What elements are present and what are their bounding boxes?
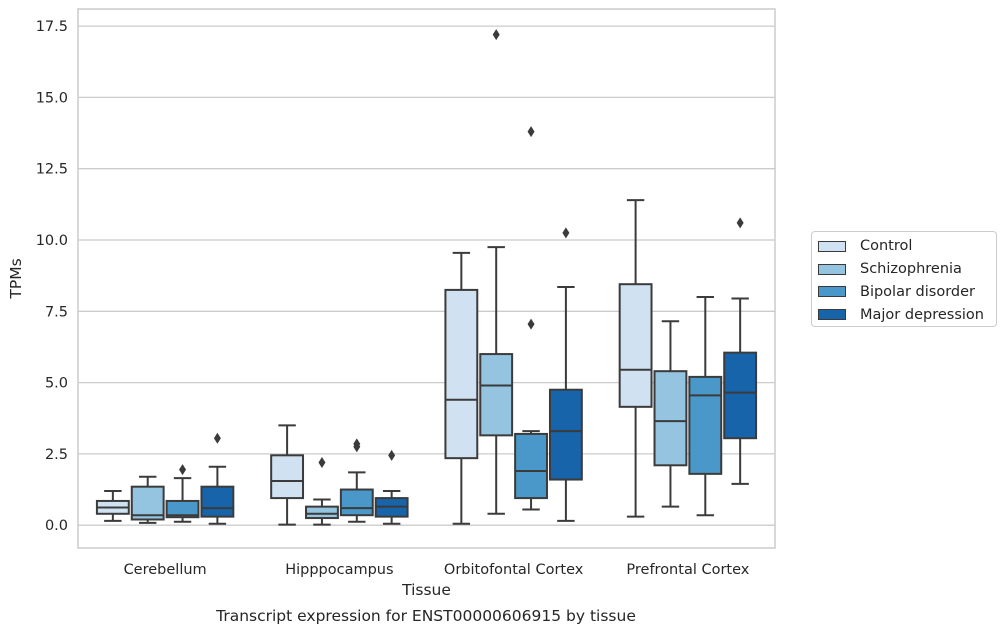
legend-label-schizophrenia: Schizophrenia [860, 261, 962, 278]
legend-item-schizophrenia: Schizophrenia [818, 258, 996, 281]
legend-swatch-major-depression [818, 309, 846, 321]
legend-label-major-depression: Major depression [860, 306, 984, 323]
box-major-depression [374, 449, 409, 525]
y-tick-label: 2.5 [45, 447, 68, 463]
x-tick-label: Prefrontal Cortex [626, 562, 749, 578]
y-tick-label: 0.0 [45, 518, 68, 534]
box-bipolar-disorder [165, 464, 200, 523]
y-gridlines [78, 25, 775, 526]
box-schizophrenia [479, 29, 514, 515]
x-tick-labels: Cerebellum Hipppocampus Orbitofontal Corte… [124, 562, 750, 578]
box-iqr [723, 351, 758, 440]
legend-swatch-schizophrenia [818, 263, 846, 275]
box-iqr [200, 485, 235, 518]
figure-caption: Transcript expression for ENST0000060691… [216, 607, 636, 625]
box-bipolar-disorder [514, 126, 548, 511]
box-bipolar-disorder [688, 296, 723, 517]
outlier-point [736, 217, 744, 229]
legend-item-control: Control [818, 235, 996, 258]
y-tick-label: 17.5 [36, 19, 68, 35]
box-major-depression [723, 217, 758, 485]
x-axis-title: Tissue [401, 581, 451, 599]
outlier-point [562, 227, 570, 239]
outlier-point [492, 29, 500, 41]
x-tick-label: Cerebellum [124, 562, 207, 578]
legend-item-major-depression: Major depression [818, 303, 996, 326]
outlier-point [388, 449, 396, 461]
box-bipolar-disorder [339, 438, 374, 523]
boxplot-boxes [95, 29, 758, 526]
y-tick-label: 15.0 [36, 90, 68, 106]
box-iqr [514, 432, 548, 500]
legend-label-bipolar-disorder: Bipolar disorder [860, 283, 975, 300]
outlier-point [527, 126, 535, 138]
box-iqr [688, 375, 723, 475]
box-schizophrenia [130, 475, 165, 524]
y-tick-label: 12.5 [36, 162, 68, 178]
box-iqr [165, 499, 200, 519]
x-tick-label: Hipppocampus [285, 562, 393, 578]
legend-swatch-control [818, 240, 846, 252]
legend-swatch-bipolar-disorder [818, 286, 846, 298]
box-schizophrenia [653, 320, 688, 508]
legend-label-control: Control [860, 238, 913, 255]
box-major-depression [548, 227, 583, 522]
box-iqr [548, 388, 583, 481]
y-tick-label: 7.5 [45, 304, 68, 320]
outlier-point [213, 432, 221, 444]
box-control [270, 424, 305, 526]
box-iqr [270, 454, 305, 500]
box-iqr [130, 485, 165, 521]
x-tick-label: Orbitofontal Cortex [444, 562, 584, 578]
box-control [444, 251, 479, 525]
y-tick-label: 10.0 [36, 233, 68, 249]
plot-frame [77, 8, 776, 549]
box-iqr [618, 283, 653, 408]
box-iqr [653, 370, 688, 467]
outlier-point [527, 318, 535, 330]
box-major-depression [200, 432, 235, 525]
outlier-point [353, 438, 361, 450]
box-iqr [479, 353, 514, 437]
box-iqr [339, 488, 374, 517]
box-iqr [305, 505, 339, 520]
outlier-point [179, 464, 187, 476]
y-tick-labels: 0.0 2.5 5.0 7.5 10.0 12.5 15.0 17.5 [36, 19, 68, 534]
box-schizophrenia [305, 456, 339, 526]
legend-item-bipolar-disorder: Bipolar disorder [818, 281, 996, 304]
box-control [618, 199, 653, 518]
outlier-point [318, 456, 326, 468]
y-tick-label: 5.0 [45, 376, 68, 392]
box-control [95, 489, 130, 522]
y-axis-title: TPMs [7, 258, 25, 299]
legend: Control Schizophrenia Bipolar disorder M… [811, 231, 997, 327]
box-iqr [444, 288, 479, 460]
